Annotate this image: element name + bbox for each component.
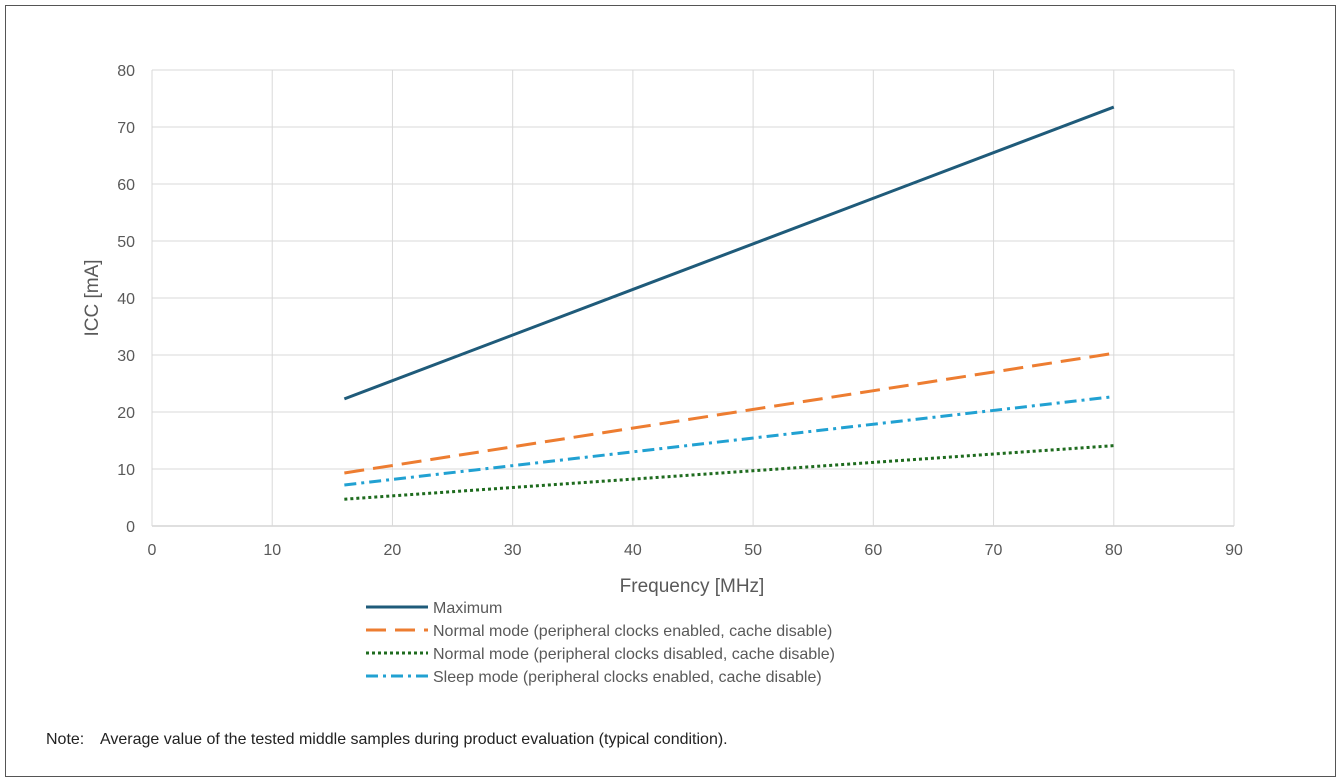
legend-label-3: Normal mode (peripheral clocks disabled,… xyxy=(433,646,835,663)
x-tick-label: 10 xyxy=(263,542,281,559)
legend-label-4: Sleep mode (peripheral clocks enabled, c… xyxy=(433,669,822,686)
y-axis-label: ICC [mA] xyxy=(82,259,103,336)
note-text: Average value of the tested middle sampl… xyxy=(100,731,728,748)
series-line-4 xyxy=(344,395,1114,487)
y-tick-labels: 0 10 20 30 40 50 60 70 80 xyxy=(117,63,135,536)
note: Note: Average value of the tested middle … xyxy=(46,731,728,749)
x-tick-labels: 0 10 20 30 40 50 60 70 80 90 xyxy=(148,542,1243,559)
y-tick-label: 20 xyxy=(117,405,135,422)
y-tick-label: 30 xyxy=(117,348,135,365)
series-lines xyxy=(343,105,1115,501)
x-tick-label: 70 xyxy=(985,542,1003,559)
legend-label-2: Normal mode (peripheral clocks enabled, … xyxy=(433,623,832,640)
note-label: Note: xyxy=(46,731,85,748)
y-tick-label: 80 xyxy=(117,63,135,80)
y-tick-label: 0 xyxy=(126,519,135,536)
x-tick-label: 0 xyxy=(148,542,157,559)
grid xyxy=(151,69,1235,527)
x-tick-label: 40 xyxy=(624,542,642,559)
x-tick-label: 50 xyxy=(744,542,762,559)
x-tick-label: 60 xyxy=(864,542,882,559)
x-tick-label: 20 xyxy=(384,542,402,559)
y-tick-label: 50 xyxy=(117,234,135,251)
legend: Maximum Normal mode (peripheral clocks en… xyxy=(366,600,835,686)
y-tick-label: 40 xyxy=(117,291,135,308)
x-tick-label: 30 xyxy=(504,542,522,559)
x-axis-label: Frequency [MHz] xyxy=(620,576,765,597)
y-tick-label: 70 xyxy=(117,120,135,137)
x-tick-label: 80 xyxy=(1105,542,1123,559)
series-line-3 xyxy=(344,444,1114,501)
legend-label-1: Maximum xyxy=(433,600,502,617)
series-line-1 xyxy=(343,105,1115,401)
x-tick-label: 90 xyxy=(1225,542,1243,559)
series-line-2 xyxy=(344,351,1115,475)
y-tick-label: 60 xyxy=(117,177,135,194)
y-tick-label: 10 xyxy=(117,462,135,479)
